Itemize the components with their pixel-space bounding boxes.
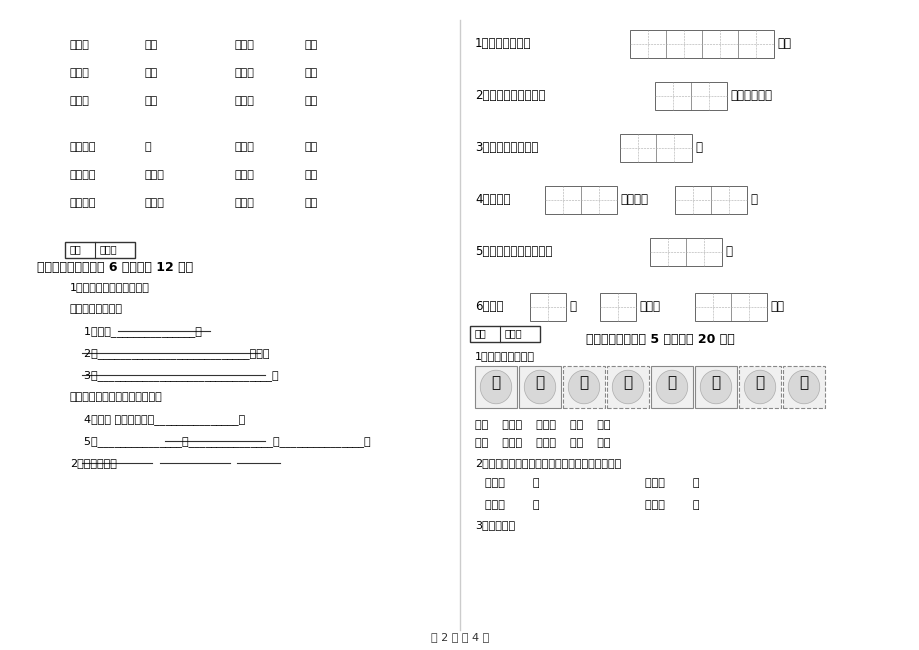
Bar [694, 293, 766, 321]
Text: 机灵的: 机灵的 [234, 40, 255, 50]
Bar [654, 82, 726, 110]
Text: 惊。: 惊。 [777, 37, 790, 50]
Text: 4、小鸡画: 4、小鸡画 [474, 193, 510, 206]
Text: 1．我会照样子，写句子。: 1．我会照样子，写句子。 [70, 282, 150, 292]
Text: 坐: 坐 [799, 376, 808, 391]
Text: 2．日积月累。: 2．日积月累。 [70, 458, 117, 468]
Text: 。: 。 [749, 193, 756, 206]
Ellipse shape [611, 370, 643, 404]
Text: 明: 明 [710, 376, 720, 391]
Bar [529, 293, 565, 321]
Text: 翅膊: 翅膊 [305, 198, 318, 208]
Text: 美丽的: 美丽的 [234, 142, 255, 152]
Bar [470, 326, 539, 342]
Text: 园: 园 [623, 376, 632, 391]
Text: 轻轻的: 轻轻的 [70, 40, 90, 50]
Text: 名: 名 [666, 376, 675, 391]
Text: 杯子: 杯子 [305, 170, 318, 180]
Bar [675, 186, 746, 214]
Text: 4、小云 写作业，我也_______________。: 4、小云 写作业，我也_______________。 [70, 414, 245, 425]
Bar [630, 30, 773, 58]
Text: 走进来: 走进来 [145, 170, 165, 180]
Text: 腊梅（        ）: 腊梅（ ） [484, 500, 539, 510]
Text: ，小马画: ，小马画 [619, 193, 647, 206]
Text: 乌黑的: 乌黑的 [234, 96, 255, 106]
Text: 漂洋洋地: 漂洋洋地 [70, 142, 96, 152]
Text: 步子: 步子 [145, 68, 158, 78]
Text: 松果: 松果 [305, 142, 318, 152]
Bar [518, 366, 561, 408]
Text: 。: 。 [694, 141, 701, 154]
Text: 碎绿的: 碎绿的 [234, 68, 255, 78]
Text: 例：妈妈洗衣服。: 例：妈妈洗衣服。 [70, 304, 123, 314]
Text: 5、锄禾日当午，汗滴禾: 5、锄禾日当午，汗滴禾 [474, 245, 551, 258]
Ellipse shape [699, 370, 731, 404]
Text: 雪白的: 雪白的 [70, 68, 90, 78]
Text: 3、猜谜语。: 3、猜谜语。 [474, 520, 515, 530]
Text: 桂花（        ）: 桂花（ ） [484, 478, 539, 488]
Text: 叶子: 叶子 [305, 96, 318, 106]
Text: 五、补充句子（每题 6 分，共计 12 分）: 五、补充句子（每题 6 分，共计 12 分） [37, 261, 193, 274]
Text: 像: 像 [491, 376, 500, 391]
Text: 透明的: 透明的 [234, 198, 255, 208]
Text: 小鸟: 小鸟 [305, 68, 318, 78]
Text: 6、解落: 6、解落 [474, 300, 503, 313]
Text: 2、___________________________读书。: 2、___________________________读书。 [70, 348, 269, 359]
Text: 贝壳: 贝壳 [145, 40, 158, 50]
Text: 说: 说 [145, 142, 152, 152]
Bar [651, 366, 692, 408]
Text: 3、千里之行，始于: 3、千里之行，始于 [474, 141, 538, 154]
Text: 荷花（        ）: 荷花（ ） [644, 500, 698, 510]
Text: 评卷人: 评卷人 [100, 244, 118, 254]
Text: 2、请在括号里写出下面植物是哪个季节开花的。: 2、请在括号里写出下面植物是哪个季节开花的。 [474, 458, 620, 468]
Bar [607, 366, 648, 408]
Bar [562, 366, 605, 408]
Ellipse shape [743, 370, 775, 404]
Ellipse shape [480, 370, 511, 404]
Bar [474, 366, 516, 408]
Bar [738, 366, 780, 408]
Text: 花。: 花。 [769, 300, 783, 313]
Bar [619, 134, 691, 162]
Bar [782, 366, 824, 408]
Text: 兴冲冲地: 兴冲冲地 [70, 198, 96, 208]
Text: 晒太阳: 晒太阳 [145, 198, 165, 208]
Ellipse shape [568, 370, 599, 404]
Text: 之计在于晨。: 之计在于晨。 [729, 89, 771, 102]
Bar [650, 238, 721, 266]
Text: 例：爸爸妈妈哭了，我也哭了。: 例：爸爸妈妈哭了，我也哭了。 [70, 392, 163, 402]
Text: 3、_______________________________，: 3、_______________________________， [70, 370, 278, 381]
Text: 第 2 页 共 4 页: 第 2 页 共 4 页 [430, 632, 489, 642]
Ellipse shape [655, 370, 687, 404]
Text: 大（    ）草（    ）发（    ）（    ）下: 大（ ）草（ ）发（ ）（ ）下 [474, 420, 610, 430]
Text: 5、_______________，_______________也_______________。: 5、_______________，_______________也______… [70, 436, 370, 447]
Text: 得分: 得分 [70, 244, 82, 254]
Text: 慢吞吞地: 慢吞吞地 [70, 170, 96, 180]
Text: 1、春去花还在，: 1、春去花还在， [474, 37, 531, 50]
Text: 好（    ）花（    ）有（    ）（    ）位: 好（ ）花（ ）有（ ）（ ）位 [474, 438, 610, 448]
Text: 头发: 头发 [305, 40, 318, 50]
Ellipse shape [524, 370, 555, 404]
Text: 评卷人: 评卷人 [505, 328, 522, 338]
Bar [65, 242, 135, 258]
Text: 原: 原 [579, 376, 588, 391]
Bar [599, 293, 635, 321]
Text: 六、综合题（每题 5 分，共计 20 分）: 六、综合题（每题 5 分，共计 20 分） [585, 333, 733, 346]
Text: 象: 象 [535, 376, 544, 391]
Text: 可口的: 可口的 [234, 170, 255, 180]
Text: 青青的: 青青的 [70, 96, 90, 106]
Text: 桃花（        ）: 桃花（ ） [644, 478, 698, 488]
Bar [544, 186, 617, 214]
Text: 得分: 得分 [474, 328, 486, 338]
Text: 1、我会选字填空。: 1、我会选字填空。 [474, 351, 535, 361]
Text: 2、一年之计在于春，: 2、一年之计在于春， [474, 89, 545, 102]
Text: 座: 座 [754, 376, 764, 391]
Ellipse shape [788, 370, 819, 404]
Text: ，能开: ，能开 [639, 300, 659, 313]
Text: 秋: 秋 [568, 300, 575, 313]
Text: 1、乐乐_______________。: 1、乐乐_______________。 [70, 326, 201, 337]
Text: 小草: 小草 [145, 96, 158, 106]
Bar [694, 366, 736, 408]
Text: 。: 。 [724, 245, 732, 258]
